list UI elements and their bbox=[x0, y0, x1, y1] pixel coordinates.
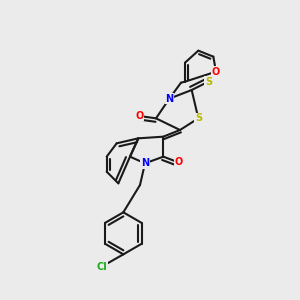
Text: Cl: Cl bbox=[96, 262, 107, 272]
Text: S: S bbox=[195, 113, 202, 123]
Text: N: N bbox=[165, 94, 173, 104]
Text: O: O bbox=[174, 157, 182, 167]
Text: O: O bbox=[212, 67, 220, 77]
Text: S: S bbox=[205, 77, 212, 87]
Text: O: O bbox=[135, 111, 143, 121]
Text: N: N bbox=[141, 158, 149, 168]
